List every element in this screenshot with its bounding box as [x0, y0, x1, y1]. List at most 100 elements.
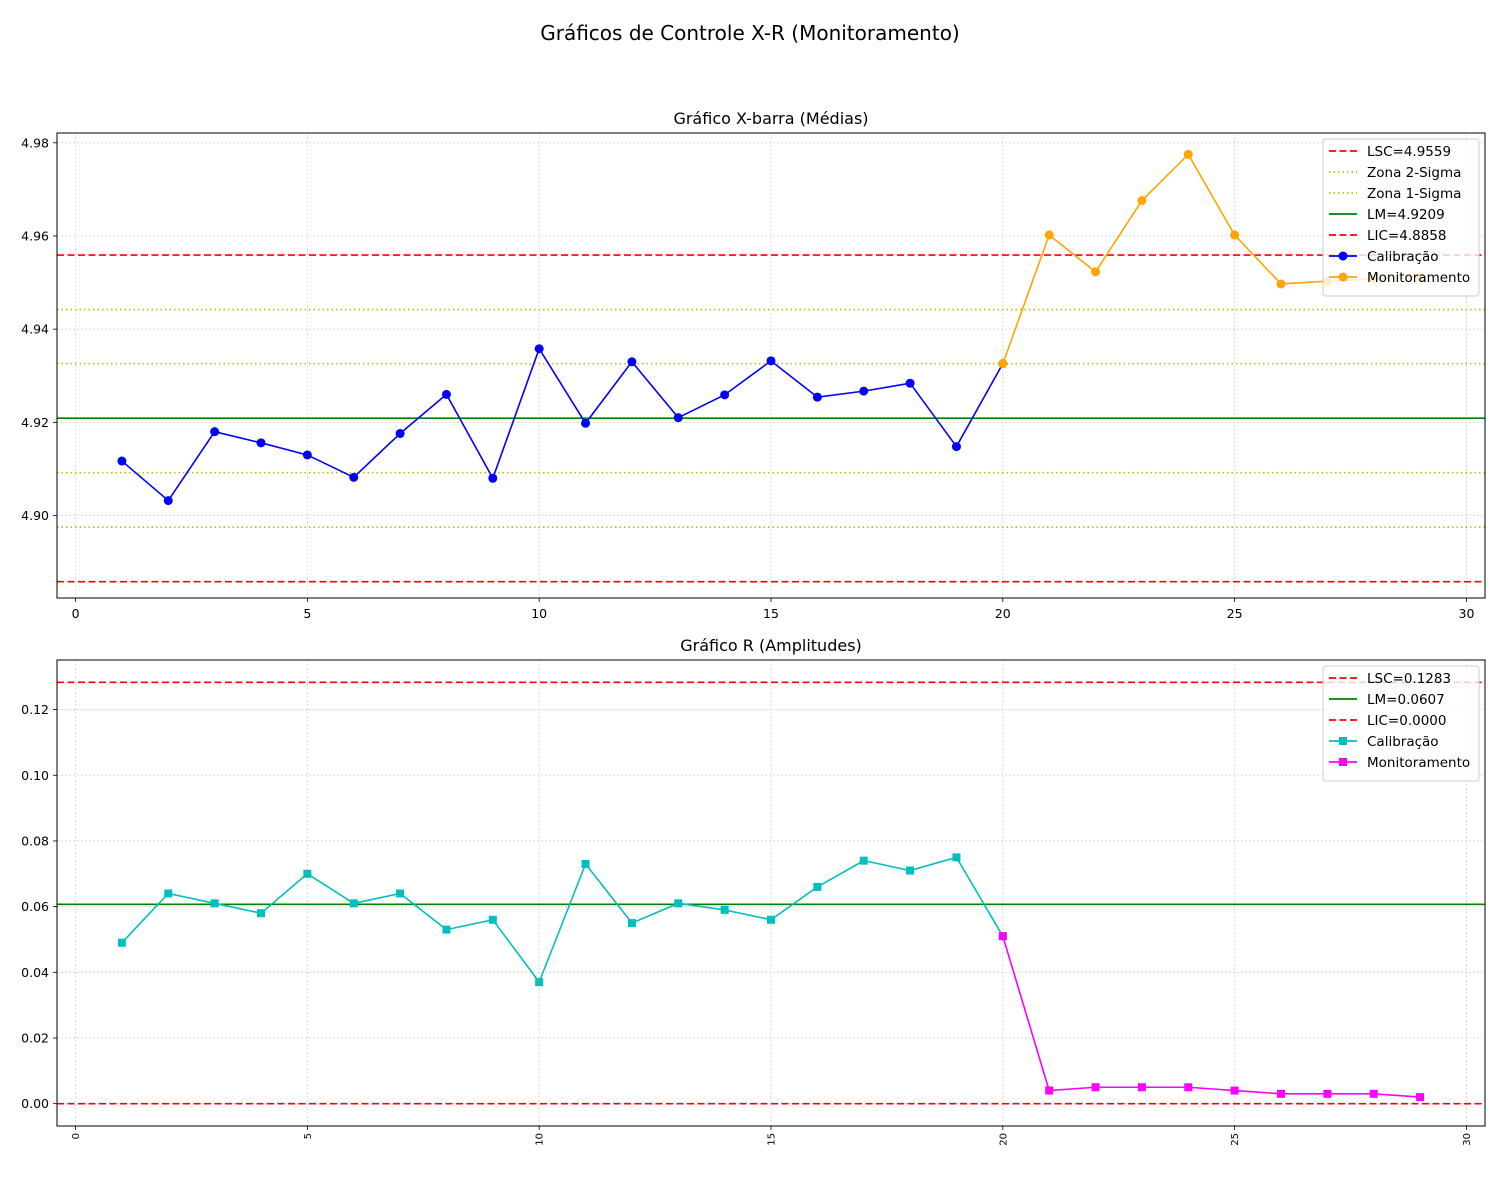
data-point — [1183, 149, 1193, 159]
data-point — [349, 472, 359, 482]
data-point — [210, 427, 220, 437]
y-tick-label: 0.00 — [21, 1096, 49, 1111]
data-point — [766, 356, 776, 366]
range-chart-panel: Gráfico R (Amplitudes) 0 5 10 15 20 25 30 0.00 0.… — [21, 636, 1486, 1146]
data-point — [859, 386, 869, 396]
x-tick-label: 25 — [1230, 1133, 1241, 1146]
data-point — [674, 899, 683, 908]
data-point — [998, 359, 1008, 369]
legend-label: Monitoramento — [1367, 755, 1470, 771]
data-point — [951, 442, 961, 452]
data-point — [812, 392, 822, 402]
data-point — [164, 889, 173, 898]
y-tick-label: 0.12 — [21, 702, 49, 717]
legend-label: LM=4.9209 — [1367, 207, 1445, 223]
data-point — [906, 866, 915, 875]
xbar-chart-panel: Gráfico X-barra (Médias) 0 5 10 15 20 25 30 4.90… — [21, 109, 1486, 621]
y-tick-label: 4.90 — [21, 508, 49, 523]
x-tick-label: 10 — [531, 606, 547, 621]
data-point — [488, 473, 498, 483]
data-point — [673, 413, 683, 423]
data-point — [210, 899, 219, 908]
data-point — [581, 418, 591, 428]
y-tick-label: 0.02 — [21, 1030, 49, 1045]
y-tick-label: 0.06 — [21, 899, 49, 914]
legend-label: Monitoramento — [1367, 270, 1470, 286]
data-point — [1230, 230, 1240, 240]
legend-marker — [1339, 737, 1347, 745]
y-tick-label: 4.96 — [21, 228, 49, 243]
data-point — [117, 938, 126, 947]
x-tick-label: 20 — [998, 1133, 1009, 1146]
panel-title: Gráfico R (Amplitudes) — [680, 636, 862, 655]
legend-label: Calibração — [1367, 734, 1439, 750]
series-line — [121, 856, 1004, 984]
data-point — [534, 344, 544, 354]
legend-label: LIC=4.8858 — [1367, 228, 1446, 244]
x-tick-label: 30 — [1459, 606, 1475, 621]
x-tick-label: 15 — [767, 1133, 778, 1146]
data-point — [905, 378, 915, 388]
series-line — [121, 346, 1004, 502]
data-point — [1277, 1089, 1285, 1098]
x-tick-label: 0 — [72, 606, 80, 621]
legend-marker — [1338, 272, 1348, 282]
data-point — [1044, 230, 1054, 240]
data-point — [163, 496, 173, 506]
data-point — [1276, 279, 1286, 289]
data-point — [1416, 1093, 1425, 1102]
data-point — [720, 390, 730, 400]
legend-box — [1322, 665, 1480, 782]
data-point — [1323, 1089, 1332, 1098]
data-point — [1091, 1083, 1100, 1092]
x-tick-label: 20 — [995, 606, 1011, 621]
legend-marker — [1338, 251, 1348, 261]
data-point — [952, 853, 961, 862]
legend-label: Zona 1-Sigma — [1367, 186, 1461, 202]
legend-label: LSC=0.1283 — [1367, 671, 1451, 687]
figure-title: Gráficos de Controle X-R (Monitoramento) — [540, 21, 960, 45]
data-point — [1137, 196, 1147, 206]
x-tick-label: 30 — [1462, 1133, 1473, 1146]
data-point — [256, 438, 266, 448]
data-point — [859, 856, 868, 865]
data-point — [998, 932, 1007, 941]
data-point — [488, 915, 497, 924]
data-point — [303, 869, 312, 878]
data-point — [1091, 267, 1101, 277]
data-point — [395, 429, 405, 439]
data-point — [1137, 1083, 1146, 1092]
x-tick-label: 5 — [303, 606, 311, 621]
data-point — [302, 450, 312, 460]
x-tick-label: 0 — [71, 1133, 82, 1139]
data-point — [442, 925, 451, 934]
legend-marker — [1339, 758, 1347, 766]
panel-title: Gráfico X-barra (Médias) — [673, 109, 868, 128]
data-point — [535, 978, 544, 987]
data-point — [396, 889, 405, 898]
legend-label: LM=0.0607 — [1367, 692, 1445, 708]
legend-label: Calibração — [1367, 249, 1439, 265]
data-point — [1230, 1086, 1239, 1095]
y-tick-label: 0.04 — [21, 965, 49, 980]
x-tick-label: 5 — [303, 1133, 314, 1139]
y-tick-label: 0.08 — [21, 833, 49, 848]
data-point — [627, 357, 637, 367]
data-point — [349, 899, 358, 908]
data-point — [1045, 1086, 1054, 1095]
data-point — [813, 882, 822, 891]
data-point — [1184, 1083, 1193, 1092]
data-point — [117, 456, 127, 466]
series-line — [1002, 935, 1421, 1098]
x-tick-label: 10 — [535, 1133, 546, 1146]
x-tick-label: 15 — [763, 606, 779, 621]
y-tick-label: 4.94 — [21, 322, 49, 337]
data-point — [627, 919, 636, 928]
data-point — [720, 905, 729, 914]
data-point — [257, 909, 265, 918]
legend-box — [1322, 138, 1480, 297]
legend-label: Zona 2-Sigma — [1367, 165, 1461, 181]
y-tick-label: 4.98 — [21, 135, 49, 150]
data-point — [767, 915, 775, 924]
